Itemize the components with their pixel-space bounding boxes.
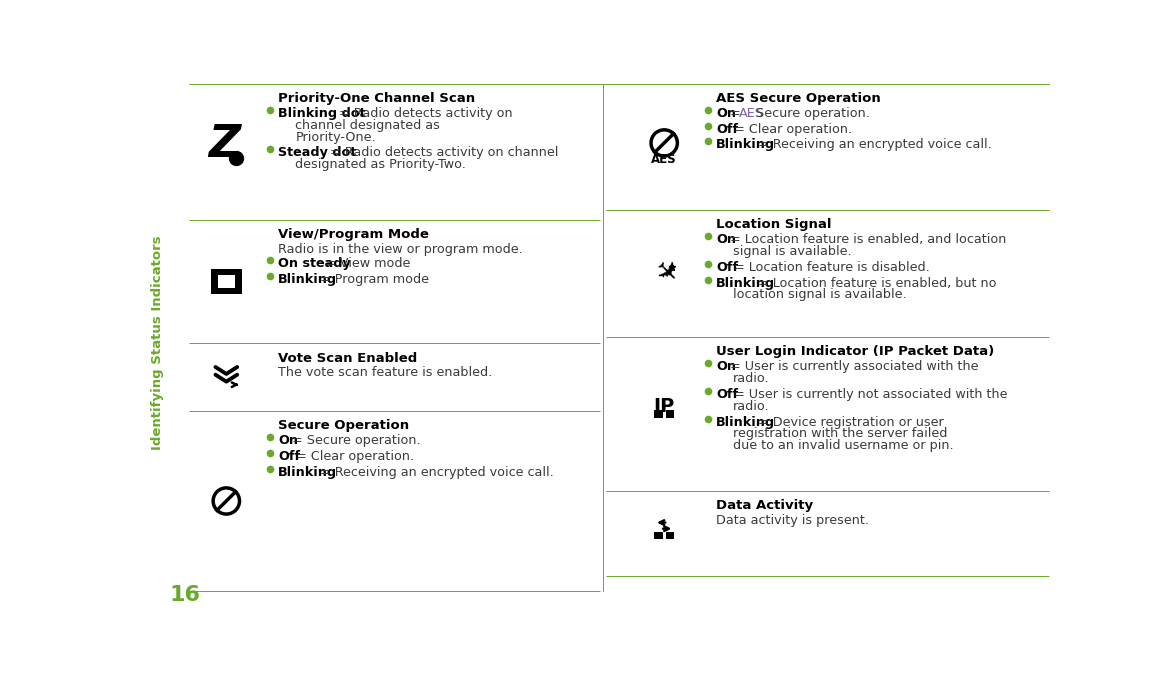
Text: signal is available.: signal is available. — [734, 245, 852, 258]
Text: Off: Off — [278, 450, 300, 463]
Text: radio.: radio. — [734, 372, 770, 385]
FancyBboxPatch shape — [666, 410, 674, 418]
Text: Off: Off — [716, 388, 738, 401]
Text: User Login Indicator (IP Packet Data): User Login Indicator (IP Packet Data) — [716, 346, 994, 358]
Text: due to an invalid username or pin.: due to an invalid username or pin. — [734, 439, 954, 452]
Text: On: On — [716, 233, 736, 246]
FancyBboxPatch shape — [666, 532, 674, 539]
Text: Radio is in the view or program mode.: Radio is in the view or program mode. — [278, 243, 523, 256]
Text: Priority-One.: Priority-One. — [295, 130, 376, 144]
Text: = Program mode: = Program mode — [316, 273, 429, 286]
Text: = Clear operation.: = Clear operation. — [293, 450, 415, 463]
Text: Blinking: Blinking — [278, 273, 338, 286]
Text: On: On — [278, 434, 298, 447]
Text: = Location feature is disabled.: = Location feature is disabled. — [730, 261, 931, 274]
FancyBboxPatch shape — [218, 275, 234, 289]
Text: Blinking: Blinking — [716, 277, 775, 289]
Text: Location Signal: Location Signal — [716, 218, 832, 231]
Text: AES: AES — [652, 153, 677, 166]
Text: = Location feature is enabled, and location: = Location feature is enabled, and locat… — [725, 233, 1006, 246]
Text: Secure operation.: Secure operation. — [751, 107, 870, 120]
Text: = Receiving an encrypted voice call.: = Receiving an encrypted voice call. — [316, 466, 554, 479]
Text: = View mode: = View mode — [321, 257, 410, 270]
Text: Z: Z — [209, 123, 241, 166]
Text: Blinking: Blinking — [716, 415, 775, 429]
Text: Blinking dot: Blinking dot — [278, 107, 366, 120]
Text: Blinking: Blinking — [716, 138, 775, 151]
Text: Priority-One Channel Scan: Priority-One Channel Scan — [278, 92, 476, 105]
Text: On: On — [716, 107, 736, 120]
Text: Off: Off — [716, 123, 738, 135]
Text: channel designated as: channel designated as — [295, 118, 441, 132]
FancyBboxPatch shape — [654, 410, 662, 418]
Text: ✈: ✈ — [646, 255, 682, 291]
Text: = Device registration or user: = Device registration or user — [754, 415, 943, 429]
Text: Vote Scan Enabled: Vote Scan Enabled — [278, 351, 417, 365]
Text: Blinking: Blinking — [278, 466, 338, 479]
Text: Data activity is present.: Data activity is present. — [716, 514, 870, 527]
Text: The vote scan feature is enabled.: The vote scan feature is enabled. — [278, 366, 492, 379]
Text: Secure Operation: Secure Operation — [278, 420, 409, 432]
Text: designated as Priority-Two.: designated as Priority-Two. — [295, 158, 466, 171]
Text: Data Activity: Data Activity — [716, 500, 813, 512]
FancyBboxPatch shape — [654, 532, 662, 539]
Text: On: On — [716, 360, 736, 373]
Text: = Radio detects activity on channel: = Radio detects activity on channel — [326, 146, 558, 160]
Text: = User is currently not associated with the: = User is currently not associated with … — [730, 388, 1008, 401]
Text: = Clear operation.: = Clear operation. — [730, 123, 852, 135]
Text: = Radio detects activity on: = Radio detects activity on — [335, 107, 512, 120]
Text: Steady dot: Steady dot — [278, 146, 356, 160]
Text: 16: 16 — [170, 585, 200, 605]
Text: AES: AES — [738, 107, 764, 120]
Text: Identifying Status Indicators: Identifying Status Indicators — [151, 236, 164, 450]
Text: IP: IP — [654, 397, 675, 416]
Text: = Secure operation.: = Secure operation. — [287, 434, 421, 447]
Text: location signal is available.: location signal is available. — [734, 289, 907, 302]
Text: registration with the server failed: registration with the server failed — [734, 427, 947, 441]
Text: = Location feature is enabled, but no: = Location feature is enabled, but no — [754, 277, 996, 289]
Text: = Receiving an encrypted voice call.: = Receiving an encrypted voice call. — [754, 138, 992, 151]
Text: Off: Off — [716, 261, 738, 274]
Text: =: = — [725, 107, 744, 120]
Text: View/Program Mode: View/Program Mode — [278, 229, 429, 241]
Text: = User is currently associated with the: = User is currently associated with the — [725, 360, 979, 373]
Text: On steady: On steady — [278, 257, 350, 270]
FancyBboxPatch shape — [211, 269, 241, 294]
Text: AES Secure Operation: AES Secure Operation — [716, 92, 881, 105]
Text: radio.: radio. — [734, 399, 770, 413]
